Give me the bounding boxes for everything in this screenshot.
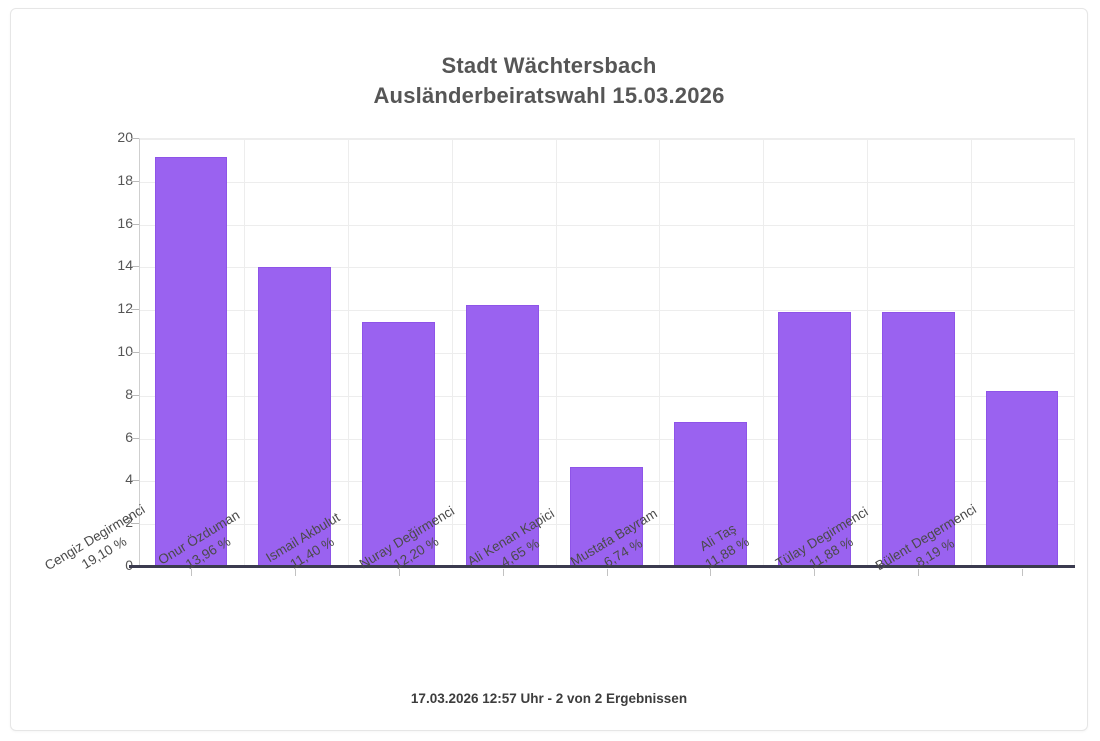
y-axis-tick-mark xyxy=(131,309,139,311)
y-axis-tick-mark xyxy=(131,523,139,525)
y-axis-tick-label: 8 xyxy=(125,385,133,402)
gridline-vertical xyxy=(763,139,764,567)
y-axis-tick-label: 4 xyxy=(125,471,133,488)
title-line-municipality: Stadt Wächtersbach xyxy=(441,53,657,78)
y-axis-tick-mark xyxy=(131,223,139,225)
x-axis-tick-mark xyxy=(190,569,192,576)
bar[interactable] xyxy=(881,311,955,566)
x-axis-tick-mark xyxy=(398,569,400,576)
gridline-horizontal xyxy=(140,267,1075,269)
y-axis-tick-label: 12 xyxy=(117,300,133,317)
gridline-horizontal xyxy=(140,139,1075,140)
gridline-vertical xyxy=(971,139,972,567)
y-axis-tick-mark xyxy=(131,394,139,396)
y-axis-tick-mark xyxy=(131,352,139,353)
x-axis-labels: Cengiz Degirmenci 19,10 % Onur Özduman 13,9… xyxy=(42,501,1074,674)
x-axis-tick-mark xyxy=(1022,569,1024,576)
x-axis-tick-mark xyxy=(814,569,816,576)
bar[interactable] xyxy=(258,267,332,566)
y-axis-tick-label: 20 xyxy=(117,129,133,145)
title-line-election: Ausländerbeiratswahl 15.03.2026 xyxy=(373,83,725,108)
y-axis-tick-label: 16 xyxy=(117,214,133,231)
bar[interactable] xyxy=(362,322,436,566)
chart-card: Stadt Wächtersbach Ausländerbeiratswahl … xyxy=(10,8,1088,731)
bar[interactable] xyxy=(154,157,228,566)
x-axis-line xyxy=(129,565,1075,568)
gridline-horizontal xyxy=(140,395,1075,397)
bar[interactable] xyxy=(985,390,1059,566)
x-axis-tick-mark xyxy=(606,569,608,576)
y-axis-tick-label: 6 xyxy=(125,428,133,445)
y-axis-tick-label: 10 xyxy=(117,343,133,359)
bar[interactable] xyxy=(466,304,539,566)
gridline-horizontal xyxy=(140,438,1075,440)
y-axis-tick-mark xyxy=(131,480,139,482)
bar[interactable] xyxy=(777,311,851,566)
y-axis-tick-mark xyxy=(131,138,139,139)
gridline-horizontal xyxy=(140,224,1075,226)
bar[interactable] xyxy=(674,421,747,566)
gridline-horizontal xyxy=(140,353,1075,354)
status-footer: 17.03.2026 12:57 Uhr - 2 von 2 Ergebniss… xyxy=(410,691,688,706)
y-axis-tick-label: 18 xyxy=(117,171,133,188)
gridline-vertical xyxy=(244,139,245,567)
bar[interactable] xyxy=(570,466,643,566)
y-axis-tick-mark xyxy=(131,437,139,439)
gridline-vertical xyxy=(659,139,660,567)
x-axis-tick-mark xyxy=(918,569,920,576)
y-axis-tick-mark xyxy=(131,266,139,268)
x-axis-tick-mark xyxy=(710,569,712,576)
page-title: Stadt Wächtersbach Ausländerbeiratswahl … xyxy=(11,51,1087,111)
gridline-vertical xyxy=(452,139,453,567)
y-axis-tick-label: 2 xyxy=(125,514,133,531)
gridline-horizontal xyxy=(140,181,1075,183)
gridline-vertical xyxy=(348,139,349,567)
gridline-vertical xyxy=(867,139,868,567)
gridline-vertical xyxy=(556,139,557,567)
x-axis-tick-mark xyxy=(294,569,296,576)
y-axis: 02468101214161820 xyxy=(89,129,139,573)
y-axis-tick-mark xyxy=(131,180,139,182)
x-axis-tick-mark xyxy=(502,569,504,576)
bar-series xyxy=(139,138,1074,566)
y-axis-tick-label: 14 xyxy=(117,257,133,274)
gridline-vertical xyxy=(1074,139,1075,567)
gridline-horizontal xyxy=(140,310,1075,312)
